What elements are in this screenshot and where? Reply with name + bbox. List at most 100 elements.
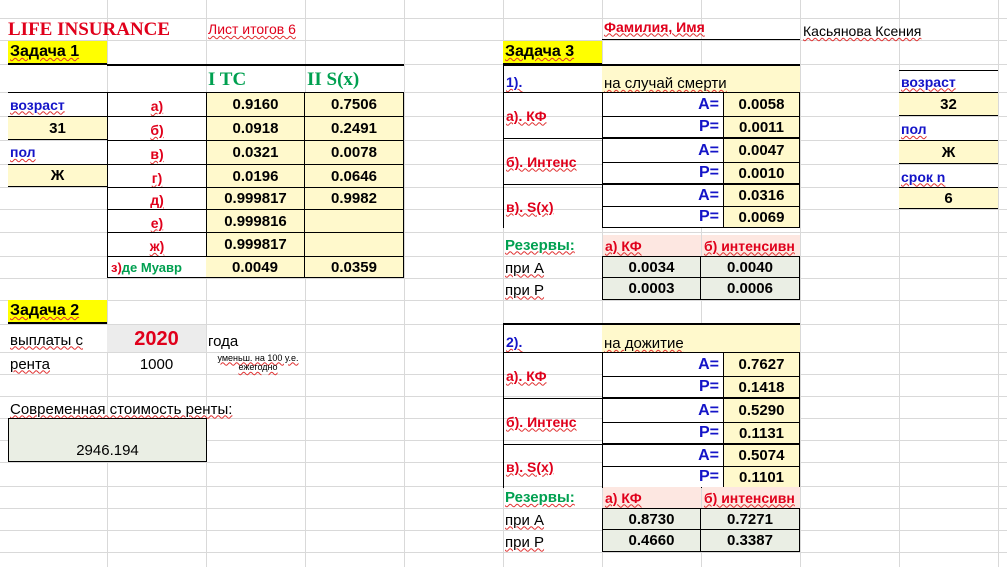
task1-row-sx[interactable]: 0.0646	[305, 164, 404, 187]
sex-value[interactable]: Ж	[8, 164, 107, 187]
part2-row-label: б). Интенс	[503, 398, 602, 444]
sex-label: пол	[10, 144, 36, 160]
task3-title[interactable]: Задача 3	[503, 41, 602, 65]
part1-row-label: а). КФ	[503, 92, 602, 138]
part1-at-p-label: при Р	[505, 281, 545, 299]
task1-row-z-sx[interactable]: 0.0359	[305, 256, 404, 278]
part1-a-symbol: А=	[602, 92, 723, 116]
task2-title[interactable]: Задача 2	[8, 300, 107, 324]
t3-sex-value[interactable]: Ж	[899, 140, 998, 164]
part1-a-value[interactable]: 0.0047	[723, 138, 800, 162]
task1-row-label: е)	[107, 209, 206, 232]
part2-a-symbol: А=	[602, 444, 723, 466]
part2-reserve-p-int[interactable]: 0.3387	[701, 530, 800, 552]
rent-value[interactable]: 1000	[139, 355, 174, 373]
task1-row-de-moivre-label: з) де Муавр	[107, 256, 206, 278]
part2-p-value[interactable]: 0.1131	[723, 422, 800, 444]
sheet-title: LIFE INSURANCE	[8, 18, 171, 40]
part2-reserve-a-kf[interactable]: 0.8730	[602, 508, 701, 530]
part2-row-label: в). S(x)	[503, 444, 602, 488]
part2-a-symbol: А=	[602, 352, 723, 376]
part2-at-a-label: при А	[505, 511, 545, 529]
part2-a-value[interactable]: 0.7627	[723, 352, 800, 376]
payments-label: выплаты с	[10, 331, 83, 349]
task1-row-tc[interactable]: 0.999817	[206, 187, 305, 209]
task1-row-z-label: де Муавр	[121, 259, 182, 275]
part2-a-value[interactable]: 0.5290	[723, 398, 800, 422]
part1-a-symbol: А=	[602, 138, 723, 162]
part2-p-symbol: Р=	[602, 466, 723, 488]
task1-row-tc[interactable]: 0.999817	[206, 232, 305, 256]
task1-row-tc[interactable]: 0.9160	[206, 92, 305, 116]
t3-term-value[interactable]: 6	[899, 187, 998, 209]
part2-p-symbol: Р=	[602, 422, 723, 444]
task1-header-blank	[107, 64, 206, 92]
task1-row-sx[interactable]: 0.0078	[305, 140, 404, 164]
task1-row-sx[interactable]	[305, 209, 404, 232]
part2-reserve-p-kf[interactable]: 0.4660	[602, 530, 701, 552]
task1-row-label: г)	[107, 164, 206, 187]
task1-row-label: б)	[107, 116, 206, 140]
task1-row-sx[interactable]: 0.7506	[305, 92, 404, 116]
part1-reserves-label: Резервы:	[505, 236, 575, 254]
rent-label: рента	[10, 355, 51, 373]
part2-at-p-label: при Р	[505, 533, 545, 551]
part1-reserve-p-kf[interactable]: 0.0003	[602, 278, 701, 300]
part1-p-symbol: Р=	[602, 206, 723, 228]
part1-row-label: б). Интенс	[503, 138, 602, 184]
payments-year[interactable]: 2020	[107, 325, 206, 352]
part1-a-value[interactable]: 0.0316	[723, 184, 800, 206]
pv-value[interactable]: 2946.194	[8, 418, 207, 462]
pv-label: Современная стоимость ренты:	[10, 400, 233, 418]
part1-reserve-a-int[interactable]: 0.0040	[701, 256, 800, 278]
task1-row-tc[interactable]: 0.0918	[206, 116, 305, 140]
part1-a-value[interactable]: 0.0058	[723, 92, 800, 116]
age-label: возраст	[8, 92, 107, 116]
t3-age-value[interactable]: 32	[899, 92, 998, 116]
task1-row-z-tc[interactable]: 0.0049	[206, 256, 305, 278]
part1-reserves-int: б) интенсивн	[702, 235, 800, 256]
payments-year-suffix: года	[208, 332, 239, 350]
task1-row-sx[interactable]: 0.9982	[305, 187, 404, 209]
part1-reserves-kf: а) КФ	[603, 235, 701, 256]
sheet-subtitle: Лист итогов 6	[208, 21, 296, 37]
task1-row-label: ж)	[107, 232, 206, 256]
part2-p-value[interactable]: 0.1101	[723, 466, 800, 488]
task1-row-tc[interactable]: 0.0321	[206, 140, 305, 164]
part1-row-label: в). S(x)	[503, 184, 602, 228]
student-label[interactable]: Фамилия, Имя	[602, 14, 800, 40]
task1-row-label: а)	[107, 92, 206, 116]
rent-note-cell: уменьш. на 100 у.е. ежегодно	[208, 351, 308, 375]
part2-a-value[interactable]: 0.5074	[723, 444, 800, 466]
part1-p-value[interactable]: 0.0011	[723, 116, 800, 138]
part2-reserves-label: Резервы:	[505, 489, 575, 506]
task1-row-tc[interactable]: 0.999816	[206, 209, 305, 232]
part1-p-symbol: Р=	[602, 116, 723, 138]
part2-reserves-kf: а) КФ	[603, 487, 701, 508]
part2-number: 2).	[506, 334, 523, 350]
part1-at-a-label: при А	[505, 259, 545, 277]
part1-p-value[interactable]: 0.0069	[723, 206, 800, 228]
t3-term-label: срок n	[901, 168, 946, 185]
part2-p-value[interactable]: 0.1418	[723, 376, 800, 398]
task1-col-sx: II S(x)	[305, 64, 404, 92]
part1-p-value[interactable]: 0.0010	[723, 162, 800, 184]
task1-row-z-prefix: з)	[111, 259, 122, 275]
part1-reserve-a-kf[interactable]: 0.0034	[602, 256, 701, 278]
rent-note: уменьш. на 100 у.е. ежегодно	[217, 352, 299, 372]
part1-reserve-p-int[interactable]: 0.0006	[701, 278, 800, 300]
part2-reserve-a-int[interactable]: 0.7271	[701, 508, 800, 530]
part1-number: 1).	[506, 74, 523, 90]
age-value[interactable]: 31	[8, 116, 107, 140]
task1-row-label: д)	[107, 187, 206, 209]
student-name[interactable]: Касьянова Ксения	[803, 23, 922, 39]
part2-row-label: а). КФ	[503, 352, 602, 398]
task1-row-tc[interactable]: 0.0196	[206, 164, 305, 187]
task1-row-sx[interactable]	[305, 232, 404, 256]
t3-sex-label: пол	[901, 121, 927, 137]
task1-title[interactable]: Задача 1	[8, 41, 107, 65]
task1-row-sx[interactable]: 0.2491	[305, 116, 404, 140]
t3-age-label: возраст	[899, 70, 998, 92]
part1-a-symbol: А=	[602, 184, 723, 206]
part1-p-symbol: Р=	[602, 162, 723, 184]
